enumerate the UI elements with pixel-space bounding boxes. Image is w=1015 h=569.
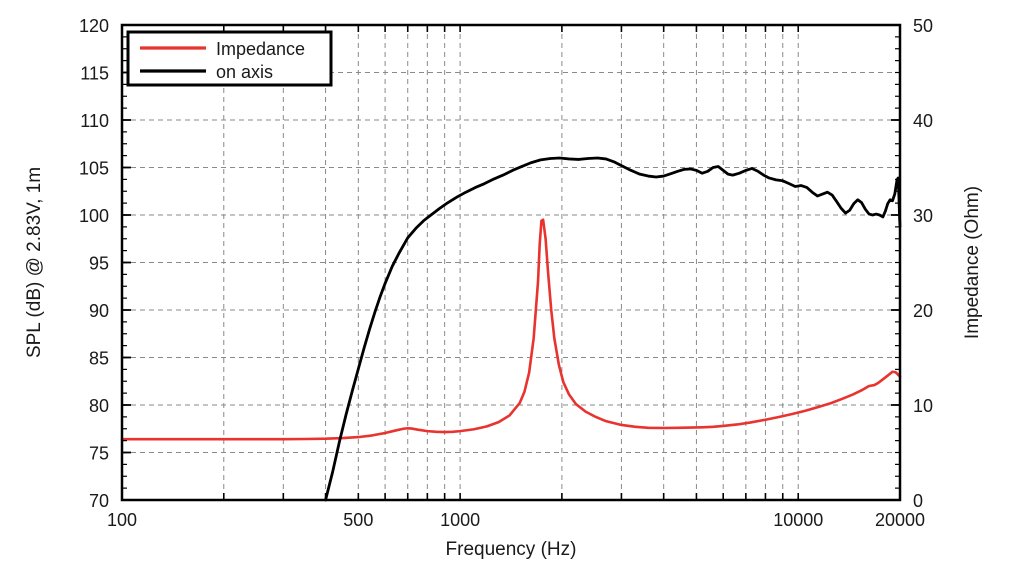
ytick-label-left: 80 bbox=[89, 396, 109, 416]
axis-titles: Frequency (Hz) SPL (dB) @ 2.83V, 1m Impeda… bbox=[24, 167, 983, 560]
ytick-label-right: 0 bbox=[913, 491, 923, 511]
data-series-layer bbox=[120, 156, 902, 502]
gridlines bbox=[122, 25, 900, 500]
series-line-impedance bbox=[120, 218, 902, 441]
ytick-label-left: 85 bbox=[89, 349, 109, 369]
xtick-label: 10000 bbox=[773, 510, 823, 530]
chart-legend[interactable]: Impedance on axis bbox=[126, 30, 333, 87]
ytick-label-left: 70 bbox=[89, 491, 109, 511]
ytick-label-left: 110 bbox=[80, 111, 109, 131]
legend-label-on-axis: on axis bbox=[216, 62, 273, 82]
axis-tick-labels: 100 500 1000 10000 2000070758085909510010511… bbox=[79, 16, 933, 530]
y-axis-title-right: Impedance (Ohm) bbox=[962, 186, 983, 339]
ytick-label-left: 90 bbox=[89, 301, 109, 321]
series-line-on-axis bbox=[324, 156, 902, 502]
ytick-label-left: 120 bbox=[79, 16, 109, 36]
ytick-label-right: 30 bbox=[913, 206, 933, 226]
x-axis-title: Frequency (Hz) bbox=[446, 539, 577, 560]
xtick-label: 20000 bbox=[875, 510, 925, 530]
ytick-label-left: 75 bbox=[89, 444, 109, 464]
ytick-label-right: 10 bbox=[913, 396, 933, 416]
ytick-label-left: 105 bbox=[79, 159, 109, 179]
xtick-label: 500 bbox=[343, 510, 373, 530]
ytick-label-left: 115 bbox=[80, 64, 109, 84]
axis-ticks bbox=[121, 24, 901, 501]
ytick-label-left: 95 bbox=[89, 254, 109, 274]
legend-box bbox=[126, 30, 333, 87]
ytick-label-left: 100 bbox=[79, 206, 109, 226]
y-axis-title-left: SPL (dB) @ 2.83V, 1m bbox=[24, 167, 45, 358]
xtick-label: 100 bbox=[107, 510, 137, 530]
xtick-label: 1000 bbox=[440, 510, 480, 530]
ytick-label-right: 40 bbox=[913, 111, 933, 131]
legend-label-impedance: Impedance bbox=[216, 39, 305, 59]
ytick-label-right: 20 bbox=[913, 301, 933, 321]
ytick-label-right: 50 bbox=[913, 16, 933, 36]
